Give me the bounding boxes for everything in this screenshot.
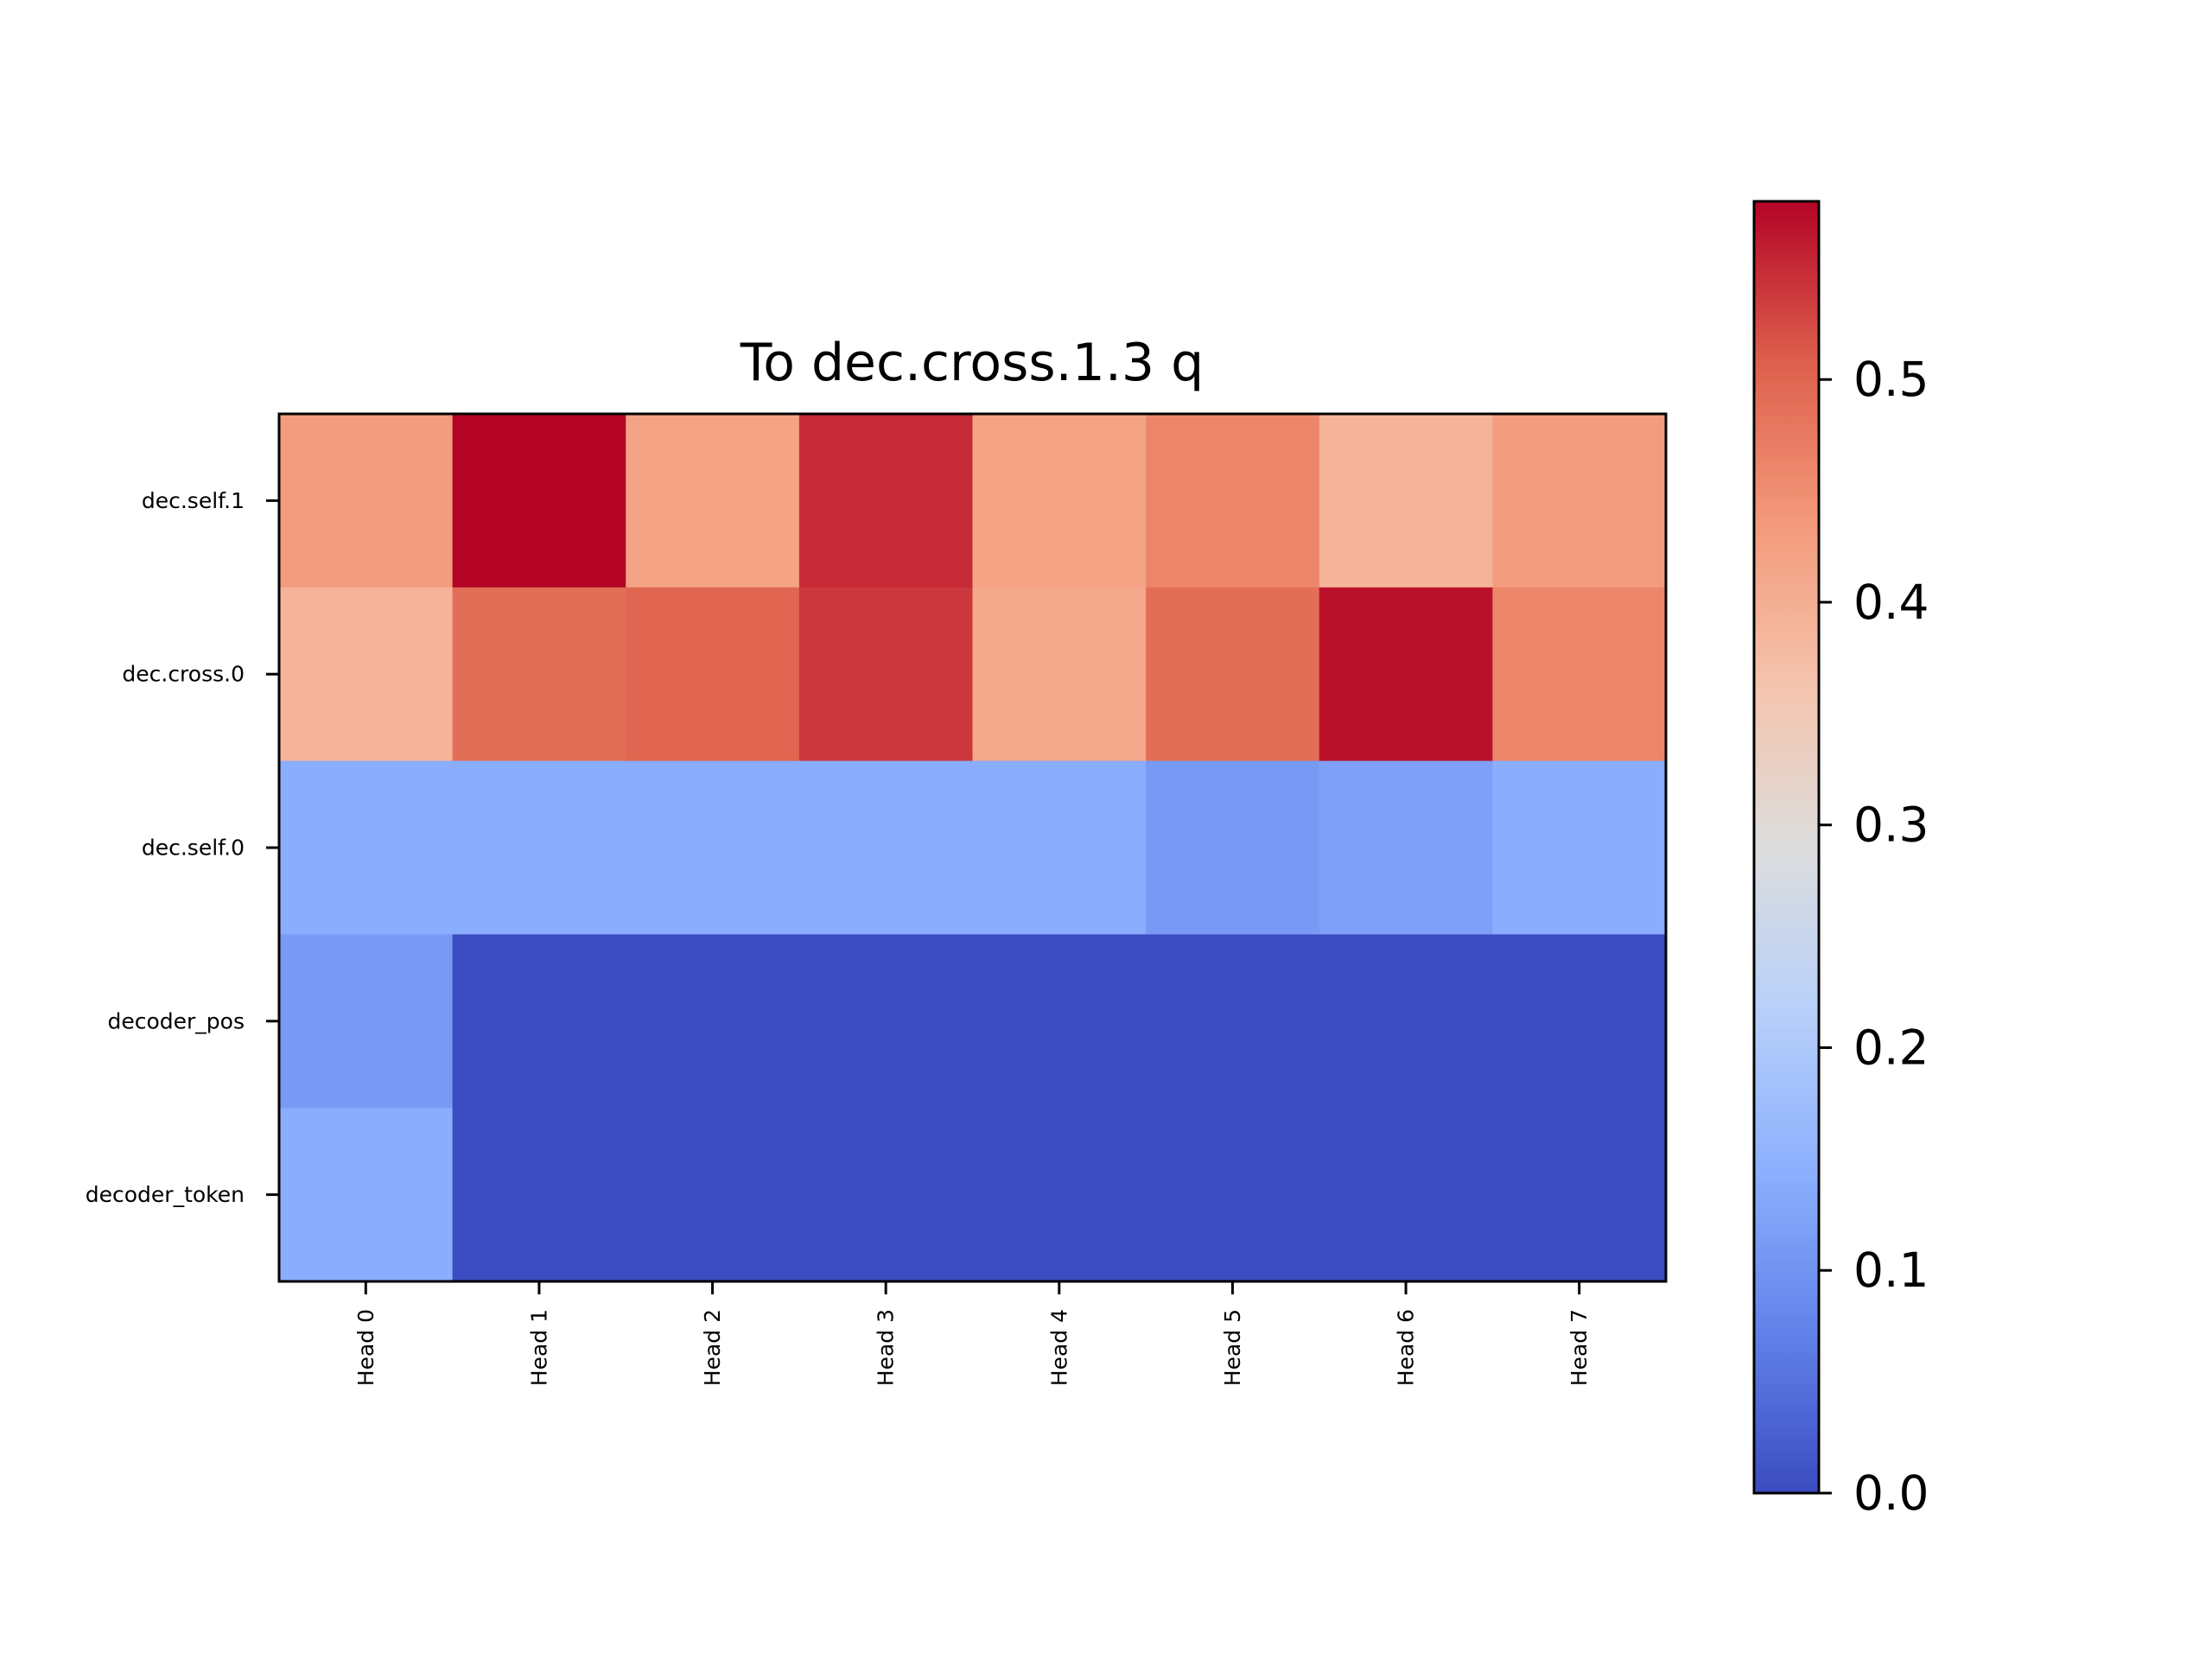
heatmap-cell <box>279 760 454 935</box>
y-tick-label: decoder_pos <box>107 1008 245 1033</box>
x-tick-label: Head 5 <box>1220 1309 1245 1386</box>
heatmap-cell <box>452 1108 626 1282</box>
colorbar-tick-label: 0.5 <box>1853 352 1929 407</box>
x-tick-label: Head 7 <box>1567 1309 1592 1386</box>
heatmap-cells <box>279 414 1667 1282</box>
colorbar-frame <box>1752 200 1821 1495</box>
heatmap-cell <box>1492 1108 1667 1282</box>
heatmap-cell <box>626 934 800 1109</box>
heatmap-cell <box>452 587 626 762</box>
heatmap-cell <box>279 414 454 588</box>
heatmap-cell <box>1146 1108 1320 1282</box>
colorbar-gradient <box>1754 201 1819 1493</box>
x-tick-label: Head 0 <box>353 1309 378 1386</box>
colorbar: 0.0 0.1 0.2 0.3 0.4 0.5 <box>1752 200 1929 1521</box>
heatmap-cell <box>972 934 1147 1109</box>
x-tick-label: Head 2 <box>700 1309 725 1386</box>
heatmap-cell <box>1146 587 1320 762</box>
heatmap-cell <box>1319 414 1493 588</box>
heatmap-cell <box>1492 587 1667 762</box>
colorbar-tick-label: 0.1 <box>1853 1243 1929 1298</box>
heatmap-cell <box>279 587 454 762</box>
colorbar-tick-label: 0.3 <box>1853 798 1929 853</box>
heatmap-cell <box>452 760 626 935</box>
x-tick-label: Head 3 <box>874 1309 899 1386</box>
heatmap-cell <box>1492 760 1667 935</box>
colorbar-tick-label: 0.4 <box>1853 575 1929 630</box>
y-tick-label: decoder_token <box>86 1182 245 1207</box>
heatmap-cell <box>626 760 800 935</box>
heatmap-cell <box>626 1108 800 1282</box>
y-tick-label: dec.self.1 <box>142 488 245 513</box>
heatmap-cell <box>798 1108 974 1282</box>
heatmap-cell <box>798 414 974 588</box>
heatmap-cell <box>452 934 626 1109</box>
heatmap-cell <box>279 1108 454 1282</box>
x-tick-label: Head 1 <box>526 1309 551 1386</box>
heatmap-cell <box>452 414 626 588</box>
y-tick-label: dec.cross.0 <box>122 662 245 687</box>
x-axis: Head 0 Head 1 Head 2 Head 3 Head 4 Head 5 Head… <box>353 1281 1592 1386</box>
heatmap-cell <box>1146 934 1320 1109</box>
heatmap-cell <box>1319 587 1493 762</box>
heatmap-cell <box>1319 1108 1493 1282</box>
heatmap-cell <box>626 414 800 588</box>
heatmap-cell <box>626 587 800 762</box>
chart-title: To dec.cross.1.3 q <box>740 333 1205 393</box>
x-tick-label: Head 6 <box>1394 1309 1419 1386</box>
heatmap-cell <box>798 760 974 935</box>
heatmap-cell <box>1492 934 1667 1109</box>
heatmap-cell <box>972 1108 1147 1282</box>
heatmap-cell <box>972 587 1147 762</box>
heatmap-cell <box>1146 760 1320 935</box>
y-axis: dec.self.1 dec.cross.0 dec.self.0 decoder_p… <box>86 488 279 1207</box>
heatmap-cell <box>1492 414 1667 588</box>
heatmap-cell <box>798 934 974 1109</box>
heatmap-cell <box>972 414 1147 588</box>
colorbar-tick-label: 0.2 <box>1853 1020 1929 1075</box>
heatmap-cell <box>1319 760 1493 935</box>
x-tick-label: Head 4 <box>1046 1309 1071 1386</box>
heatmap-cell <box>1146 414 1320 588</box>
heatmap-cell <box>1319 934 1493 1109</box>
heatmap-cell <box>798 587 974 762</box>
heatmap-cell <box>972 760 1147 935</box>
heatmap-cell <box>279 934 454 1109</box>
y-tick-label: dec.self.0 <box>142 836 245 861</box>
colorbar-tick-label: 0.0 <box>1853 1465 1929 1521</box>
